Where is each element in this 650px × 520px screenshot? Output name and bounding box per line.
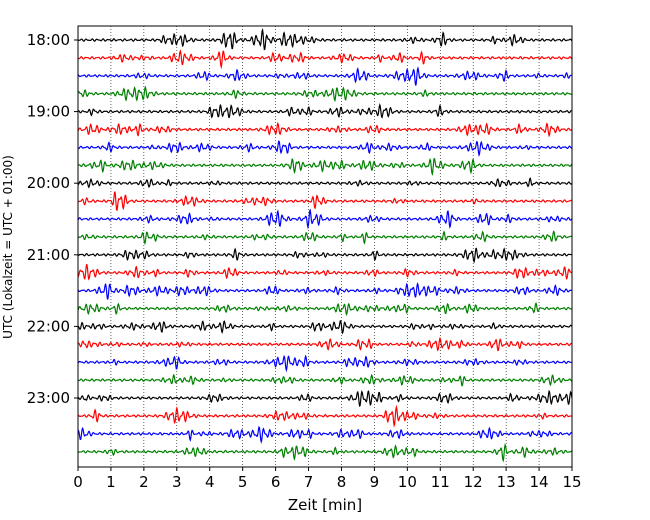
trace-line [77, 247, 573, 264]
trace-line [77, 263, 573, 281]
x-tick-label: 11 [431, 473, 450, 491]
x-tick-label: 4 [205, 473, 215, 491]
x-tick-label: 5 [238, 473, 248, 491]
plot-frame [77, 25, 573, 468]
trace-line [77, 282, 573, 300]
trace-line [77, 140, 573, 157]
x-tick-label: 14 [530, 473, 549, 491]
y-tick-label: 19:00 [27, 103, 70, 121]
y-tick-label: 18:00 [27, 31, 70, 49]
x-tick-label: 3 [172, 473, 182, 491]
y-axis-label: UTC (Lokalzeit = UTC + 01:00) [1, 155, 15, 339]
trace-line [77, 354, 573, 373]
trace-line [77, 373, 573, 387]
trace-line [77, 85, 573, 103]
x-tick-label: 6 [271, 473, 281, 491]
trace-line [77, 66, 573, 86]
trace-line [77, 389, 573, 407]
traces-group [77, 27, 573, 463]
trace-line [77, 404, 573, 428]
x-tick-label: 9 [370, 473, 380, 491]
y-axis-ticks: 18:00 19:00 20:00 21:00 22:00 23:00 [27, 31, 78, 407]
trace-line [77, 208, 573, 230]
trace-line [77, 121, 573, 138]
x-axis-ticks: 0 1 2 3 4 5 6 7 8 9 10 11 12 13 14 15 [73, 467, 582, 491]
trace-line [77, 49, 573, 70]
y-tick-label: 21:00 [27, 246, 70, 264]
trace-line [77, 336, 573, 352]
x-tick-label: 10 [398, 473, 417, 491]
y-tick-label: 23:00 [27, 389, 70, 407]
x-axis-label: Zeit [min] [288, 496, 362, 514]
x-tick-label: 0 [73, 473, 83, 491]
x-tick-label: 15 [562, 473, 581, 491]
trace-line [77, 302, 573, 317]
trace-line [77, 27, 573, 51]
trace-line [77, 320, 573, 335]
trace-line [77, 177, 573, 189]
trace-line [77, 157, 573, 176]
x-tick-label: 2 [139, 473, 149, 491]
x-tick-label: 7 [304, 473, 314, 491]
x-tick-label: 1 [106, 473, 116, 491]
x-tick-label: 13 [497, 473, 516, 491]
y-tick-label: 22:00 [27, 317, 70, 335]
trace-line [77, 191, 573, 211]
y-tick-label: 20:00 [27, 174, 70, 192]
trace-line [77, 443, 573, 463]
trace-line [77, 425, 573, 445]
trace-line [77, 230, 573, 245]
trace-line [77, 103, 573, 119]
x-tick-label: 12 [464, 473, 483, 491]
x-tick-label: 8 [337, 473, 347, 491]
